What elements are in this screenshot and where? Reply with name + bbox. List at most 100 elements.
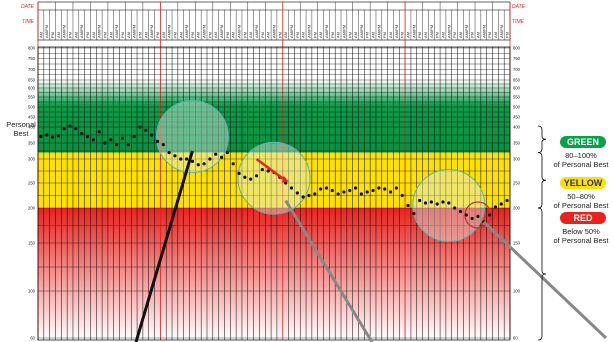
slot-label: PM: [330, 32, 335, 38]
y-tick-right: 60: [513, 336, 518, 341]
data-point: [62, 127, 66, 131]
data-point: [394, 186, 398, 190]
time-label-right: TIME: [512, 19, 525, 25]
slot-label: PM: [120, 32, 125, 38]
data-point: [132, 135, 136, 139]
y-tick-left: 550: [28, 95, 36, 100]
data-point: [313, 192, 317, 196]
legend-yellow-badge: YELLOW: [560, 177, 606, 189]
data-point: [330, 188, 334, 193]
y-tick-right: 200: [513, 206, 521, 211]
pointer-line-2: [284, 199, 374, 342]
slot-label: AM/PM: [272, 25, 277, 38]
data-point: [97, 130, 101, 134]
data-point: [365, 190, 369, 194]
data-point: [423, 201, 428, 205]
y-tick-right: 450: [513, 115, 521, 120]
data-point: [383, 187, 387, 191]
legend-green-range: 80–100%: [565, 151, 597, 160]
data-point: [249, 177, 253, 181]
time-label-left: TIME: [22, 19, 35, 25]
y-tick-left: 500: [28, 105, 36, 110]
slot-label: PM: [487, 32, 492, 38]
slot-label: AM: [143, 32, 148, 38]
slot-label: PM: [277, 32, 282, 38]
data-point: [39, 135, 43, 139]
slot-label: AM: [406, 32, 411, 38]
slot-label: PM: [68, 32, 73, 38]
data-point: [301, 195, 305, 199]
data-point: [324, 186, 329, 190]
data-point: [68, 124, 72, 128]
slot-label: AM/PM: [237, 25, 242, 38]
data-point: [190, 159, 195, 163]
data-point: [155, 139, 160, 143]
slot-label: PM: [295, 32, 300, 38]
slot-label: AM: [161, 32, 166, 38]
slot-label: AM: [266, 32, 271, 38]
slot-label: AM/PM: [376, 25, 381, 38]
data-point: [167, 151, 171, 155]
slot-label: AM: [423, 32, 428, 38]
slot-label: AM: [38, 32, 43, 38]
data-point: [418, 198, 422, 203]
data-point: [144, 128, 148, 132]
slot-label: PM: [452, 32, 457, 38]
slot-label: PM: [347, 32, 352, 38]
data-point: [342, 190, 346, 194]
data-point: [371, 188, 375, 193]
data-point: [243, 175, 247, 179]
data-point: [453, 206, 457, 210]
slot-label: PM: [190, 32, 195, 38]
y-tick-right: 750: [513, 56, 521, 61]
legend-green-badge: GREEN: [560, 136, 606, 148]
data-point: [348, 188, 352, 193]
pointer-line-3: [482, 220, 608, 340]
slot-label: AM: [231, 32, 236, 38]
y-tick-right: 800: [513, 46, 521, 51]
slot-label: PM: [365, 32, 370, 38]
highlight-circle-2: [237, 141, 311, 215]
data-point: [184, 157, 189, 161]
y-tick-left: 750: [28, 56, 36, 61]
slot-label: PM: [50, 32, 55, 38]
trend-arrow: [255, 157, 287, 182]
slot-label: AM: [353, 32, 358, 38]
y-axis-label: Personal Best: [6, 120, 36, 138]
slot-label: PM: [155, 32, 160, 38]
y-tick-left: 800: [28, 46, 36, 51]
slot-label: AM/PM: [219, 25, 224, 38]
data-point: [470, 216, 474, 221]
data-point: [85, 135, 90, 139]
data-point: [74, 127, 78, 131]
slot-label: PM: [137, 32, 142, 38]
y-tick-right: 350: [513, 141, 521, 146]
slot-label: PM: [400, 32, 405, 38]
y-tick-right: 100: [513, 289, 521, 294]
date-label-left: DATE: [21, 4, 35, 10]
y-tick-left: 400: [28, 125, 36, 130]
data-point: [429, 200, 433, 204]
legend-yellow-desc: of Personal Best: [553, 201, 609, 210]
slot-label: AM: [318, 32, 323, 38]
y-tick-left: 700: [28, 67, 36, 72]
data-point: [109, 138, 113, 142]
slot-label: AM/PM: [254, 25, 259, 38]
slot-label: AM: [56, 32, 61, 38]
slot-label: AM: [91, 32, 96, 38]
slot-label: AM: [336, 32, 341, 38]
slot-label: AM/PM: [429, 25, 434, 38]
slot-label: AM: [283, 32, 288, 38]
data-point: [400, 193, 404, 198]
data-point: [359, 192, 364, 196]
data-point: [295, 191, 299, 195]
data-point: [505, 198, 509, 203]
slot-label: PM: [435, 32, 440, 38]
highlight-circle-3: [412, 169, 486, 242]
slot-label: AM/PM: [62, 25, 67, 38]
slot-label: PM: [470, 32, 475, 38]
slot-label: AM: [126, 32, 131, 38]
data-point: [237, 171, 241, 175]
data-point: [196, 163, 200, 167]
data-point: [219, 155, 224, 159]
